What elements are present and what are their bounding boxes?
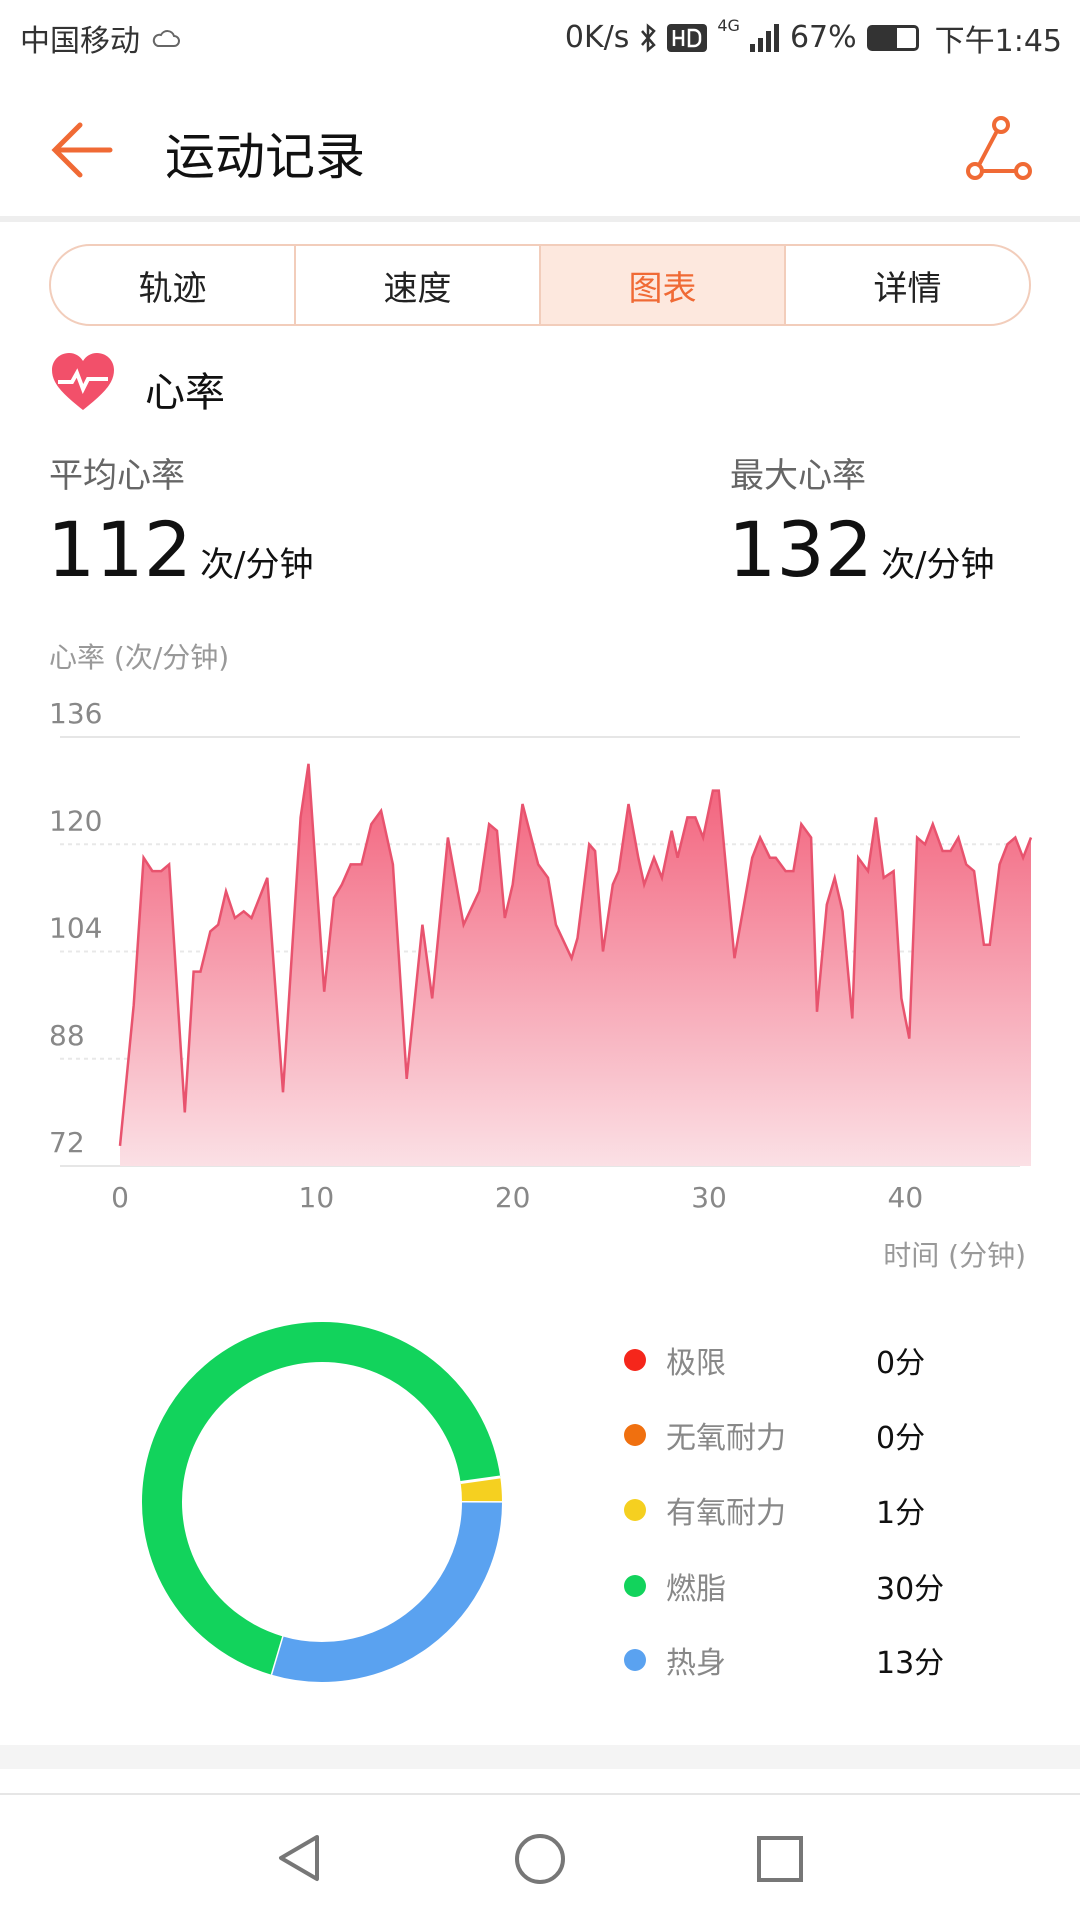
network-type: 4G (717, 16, 740, 35)
status-left: 中国移动 (20, 0, 180, 75)
tab-track[interactable]: 轨迹 (51, 246, 296, 324)
back-arrow-icon[interactable] (50, 120, 116, 180)
tab-details[interactable]: 详情 (873, 268, 942, 309)
weather-icon (152, 29, 180, 47)
legend-label: 无氧耐力 (666, 1421, 786, 1456)
legend-value: 0分 (876, 1421, 926, 1456)
max-hr: 132 次/分钟 (728, 505, 995, 594)
legend-label: 极限 (666, 1346, 726, 1381)
net-speed: 0K/s (564, 20, 630, 55)
legend-value: 1分 (876, 1496, 926, 1531)
tab-bar: 轨迹 速度 图表 详情 (49, 244, 1031, 326)
y-tick-label: 88 (49, 1019, 85, 1052)
donut-slice-3 (142, 1322, 501, 1675)
y-tick-label: 104 (49, 912, 102, 945)
tab-speed[interactable]: 速度 (296, 246, 541, 324)
donut-slice-4 (270, 1502, 502, 1682)
x-tick-label: 40 (888, 1181, 924, 1214)
home-nav-icon[interactable] (514, 1833, 566, 1885)
x-tick-label: 10 (299, 1181, 335, 1214)
back-nav-icon[interactable] (275, 1833, 325, 1883)
heart-icon (52, 353, 114, 410)
avg-hr-label: 平均心率 (49, 456, 185, 496)
legend-label: 热身 (666, 1646, 726, 1681)
legend-dot-icon (624, 1349, 646, 1371)
hr-area (120, 763, 1031, 1166)
bluetooth-icon (641, 22, 657, 53)
avg-hr-value: 112 (47, 505, 193, 594)
max-hr-unit: 次/分钟 (881, 545, 995, 585)
legend-label: 有氧耐力 (666, 1496, 786, 1531)
battery-percent: 67% (789, 20, 857, 55)
status-right: 0K/s 4G 67% 下午1:45 (565, 0, 1062, 75)
status-bar: 中国移动 0K/s 4G 67% 下午1:45 (0, 0, 1080, 75)
share-route-icon[interactable] (965, 115, 1033, 183)
hr-line (118, 763, 1033, 1147)
slice-gap (460, 1475, 501, 1485)
tab-chart[interactable]: 图表 (541, 246, 786, 324)
legend-dot-icon (624, 1649, 646, 1671)
legend-value: 13分 (876, 1646, 945, 1681)
max-hr-value: 132 (728, 505, 874, 594)
carrier: 中国移动 (20, 23, 140, 59)
legend-item: 极限 0分 (620, 1335, 1020, 1385)
recents-nav-icon[interactable] (756, 1835, 804, 1883)
heart-rate-chart: 136 120 104 88 72 0 10 20 30 40 (49, 697, 1033, 1214)
legend-value: 0分 (876, 1346, 926, 1381)
x-tick-label: 20 (495, 1181, 531, 1214)
page-title: 运动记录 (165, 128, 365, 186)
hd-icon (667, 23, 708, 52)
donut-slice-2 (460, 1476, 502, 1503)
legend-item: 有氧耐力 1分 (620, 1485, 1020, 1535)
hr-zone-donut (142, 1322, 503, 1682)
x-tick-label: 0 (111, 1181, 129, 1214)
signal-icon (749, 23, 779, 52)
x-axis-label: 时间 (分钟) (883, 1239, 1026, 1272)
battery-icon (866, 24, 919, 51)
divider (0, 1745, 1080, 1769)
max-hr-label: 最大心率 (730, 456, 866, 496)
section-title: 心率 (145, 370, 225, 416)
y-tick-label: 72 (49, 1126, 85, 1159)
legend-dot-icon (624, 1575, 646, 1597)
legend-dot-icon (624, 1424, 646, 1446)
legend-label: 燃脂 (666, 1572, 726, 1607)
legend-item: 燃脂 30分 (620, 1561, 1020, 1611)
y-tick-label: 120 (49, 804, 102, 837)
legend-item: 无氧耐力 0分 (620, 1410, 1020, 1460)
clock: 下午1:45 (934, 23, 1062, 59)
legend-dot-icon (624, 1499, 646, 1521)
avg-hr-unit: 次/分钟 (200, 545, 314, 585)
x-tick-label: 30 (691, 1181, 727, 1214)
legend-item: 热身 13分 (620, 1635, 1020, 1685)
nav-bar (0, 1793, 1080, 1920)
legend-value: 30分 (876, 1572, 945, 1607)
y-tick-label: 136 (49, 697, 102, 730)
avg-hr: 112 次/分钟 (47, 505, 314, 594)
header: 运动记录 (0, 75, 1080, 222)
y-axis-label: 心率 (次/分钟) (49, 641, 230, 674)
